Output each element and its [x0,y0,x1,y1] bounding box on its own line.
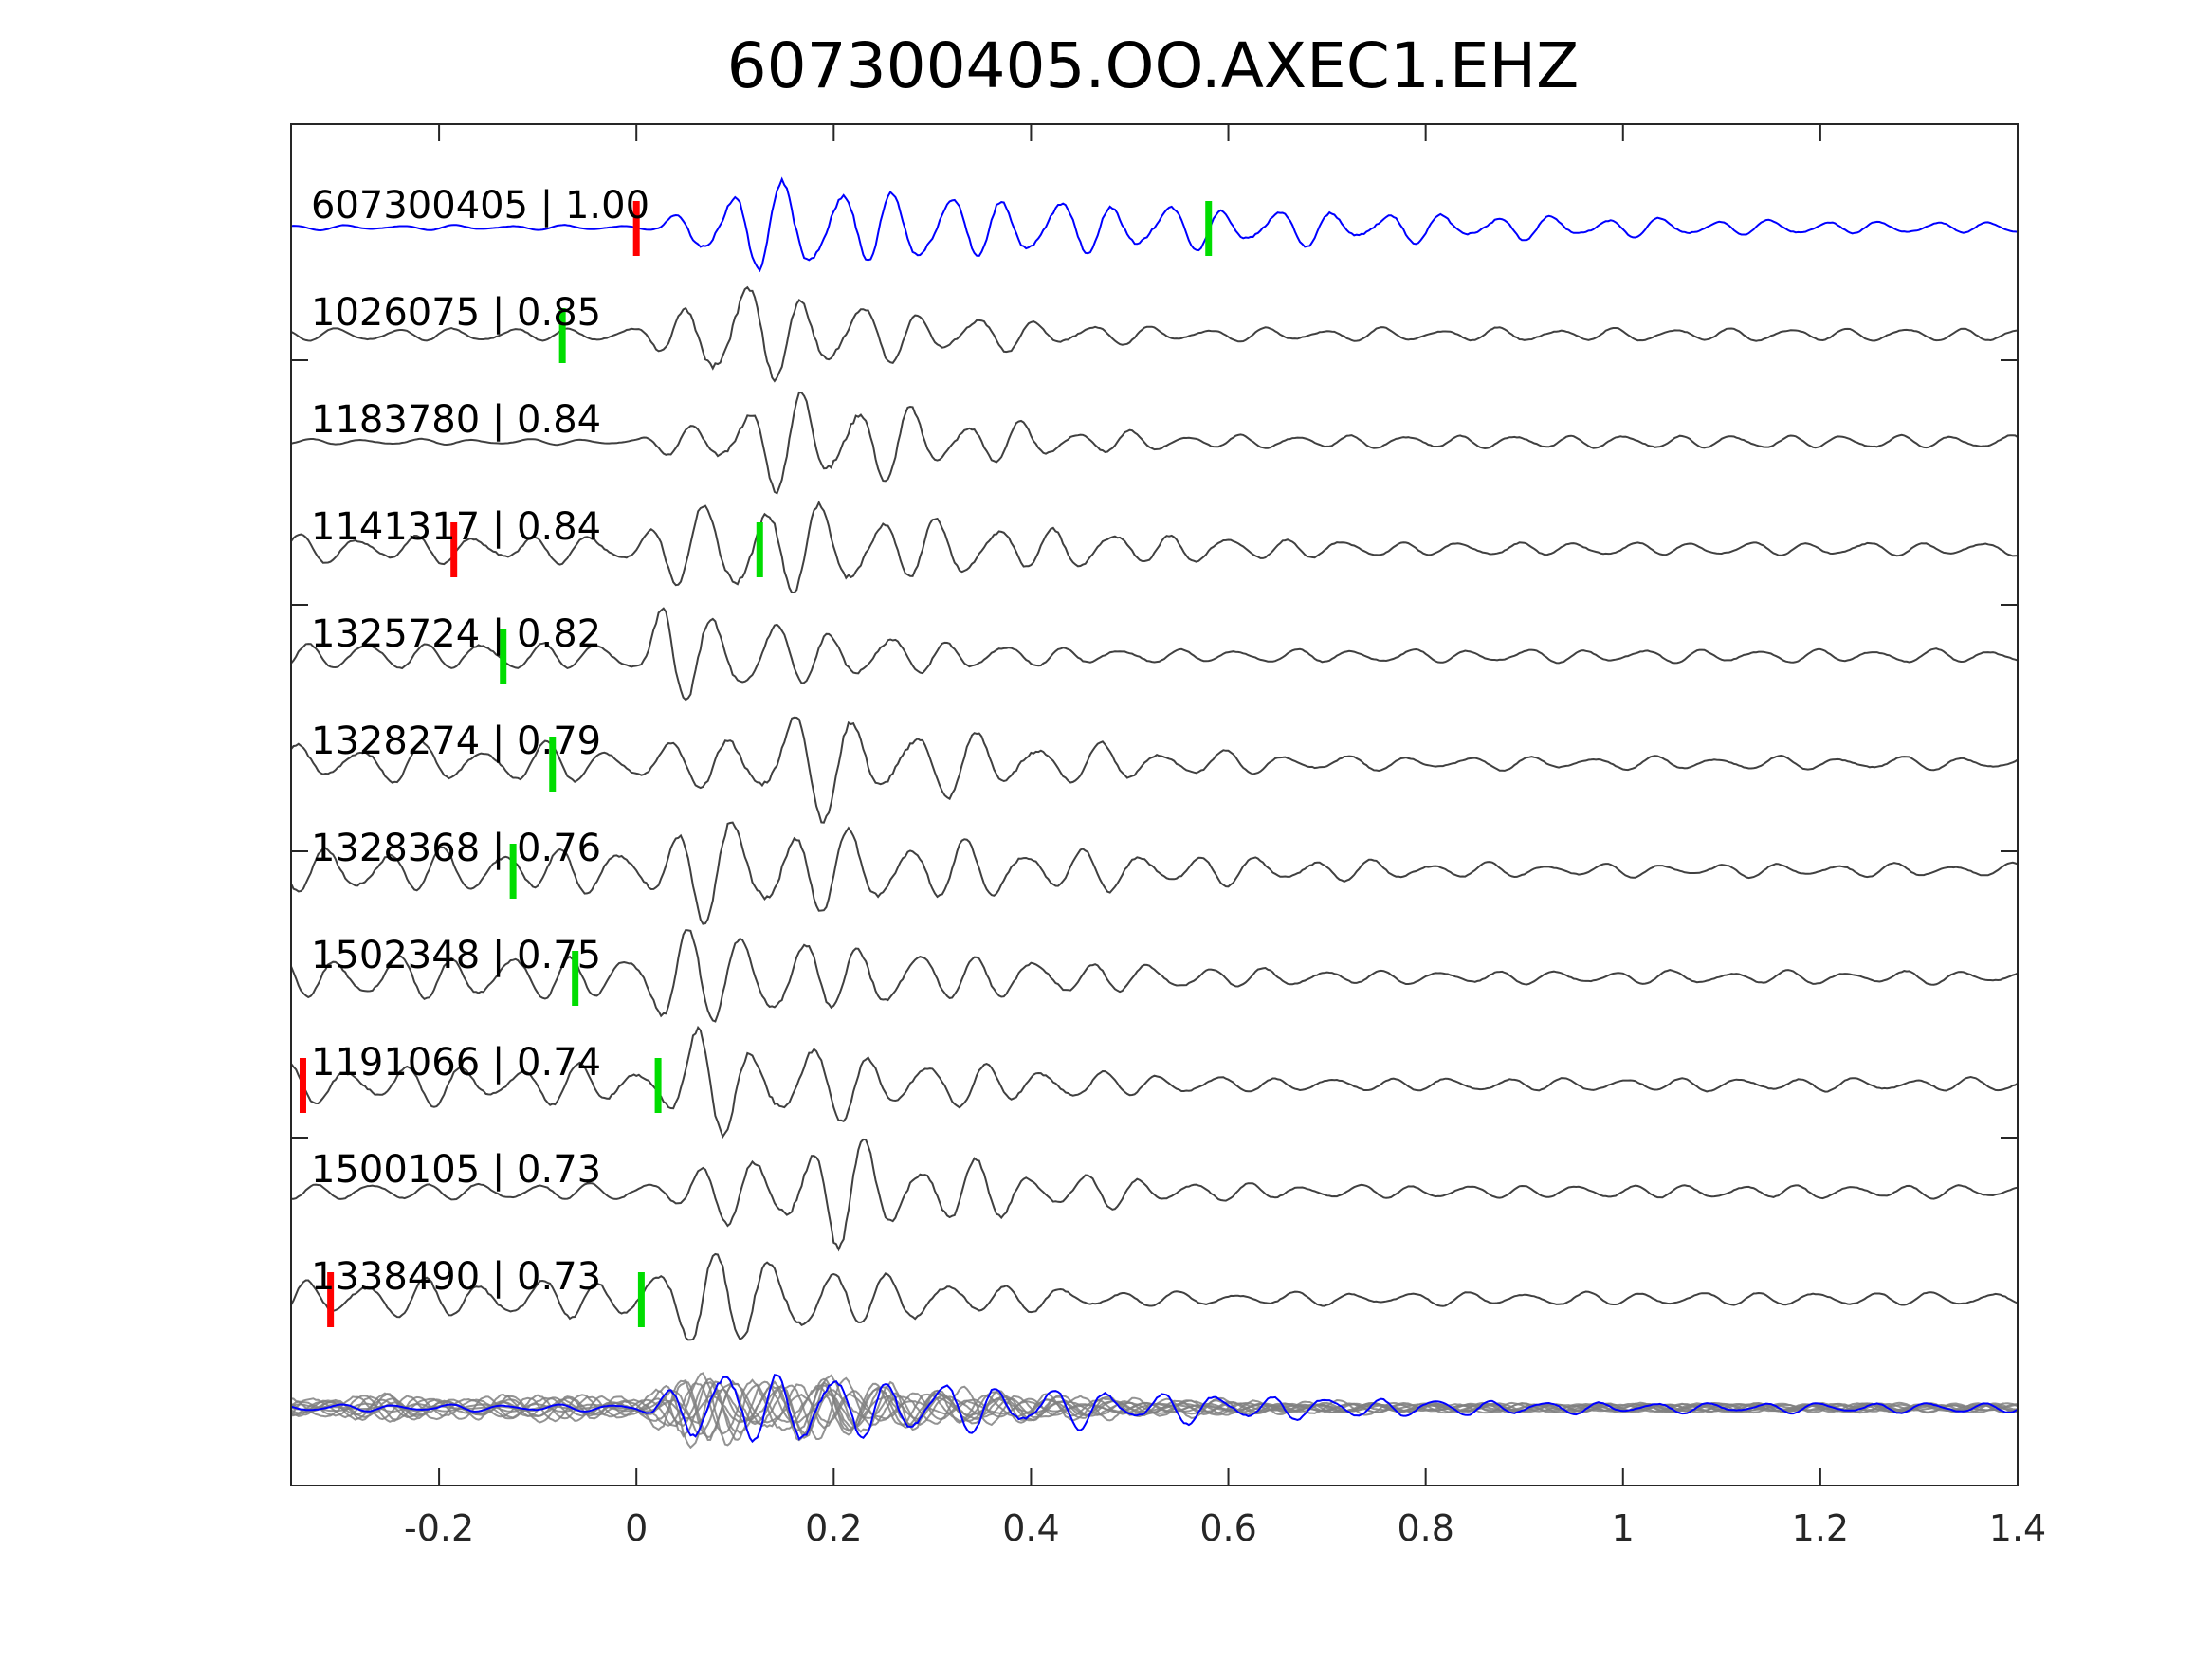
trace-1328368 [290,821,2019,925]
trace-1141317 [290,500,2019,593]
trace-label: 1183780 | 0.84 [311,398,601,442]
x-tick-label: 0.2 [805,1507,862,1549]
x-axis: -0.2 0 0.2 0.4 0.6 0.8 1 1.2 1.4 [290,123,2046,1549]
x-tick-label: 0 [625,1507,648,1549]
trace-1183780 [290,391,2019,495]
trace-1500105 [291,1138,2019,1252]
trace-label: 1026075 | 0.85 [311,291,601,335]
trace-1026075 [290,285,2019,383]
trace-1328274 [290,716,2019,824]
x-tick-label: 1.2 [1792,1507,1849,1549]
trace-1502348 [290,929,2019,1023]
trace-label: 607300405 | 1.00 [311,184,649,228]
trace-label: 1502348 | 0.75 [311,934,601,977]
stack-reference-trace [290,1374,2019,1444]
x-tick-label: -0.2 [404,1507,474,1549]
trace-1191066 [290,1025,2019,1139]
trace-label: 1338490 | 0.73 [311,1255,601,1299]
stack-member-trace [290,1372,2019,1447]
trace-label: 1328368 | 0.76 [311,827,601,870]
x-tick-label: 0.8 [1397,1507,1453,1549]
x-tick-label: 0.6 [1199,1507,1256,1549]
x-tick-label: 1 [1612,1507,1635,1549]
trace-label: 1328274 | 0.79 [311,720,601,763]
x-tick-label: 1.4 [1989,1507,2046,1549]
trace-607300405 [290,176,2019,273]
x-tick-label: 0.4 [1002,1507,1059,1549]
trace-label: 1191066 | 0.74 [311,1041,601,1085]
axes-frame [290,123,2019,1486]
trace-label: 1325724 | 0.82 [311,612,601,656]
plot-area [290,176,2019,1449]
stack-member-trace [290,1379,2019,1442]
trace-labels: 607300405 | 1.00 1026075 | 0.85 1183780 | … [311,184,649,1299]
trace-1338490 [290,1252,2019,1341]
trace-label: 1141317 | 0.84 [311,505,601,549]
trace-label: 1500105 | 0.73 [311,1148,601,1192]
trace-1325724 [290,607,2019,702]
chart-title: 607300405.OO.AXEC1.EHZ [727,29,1580,102]
